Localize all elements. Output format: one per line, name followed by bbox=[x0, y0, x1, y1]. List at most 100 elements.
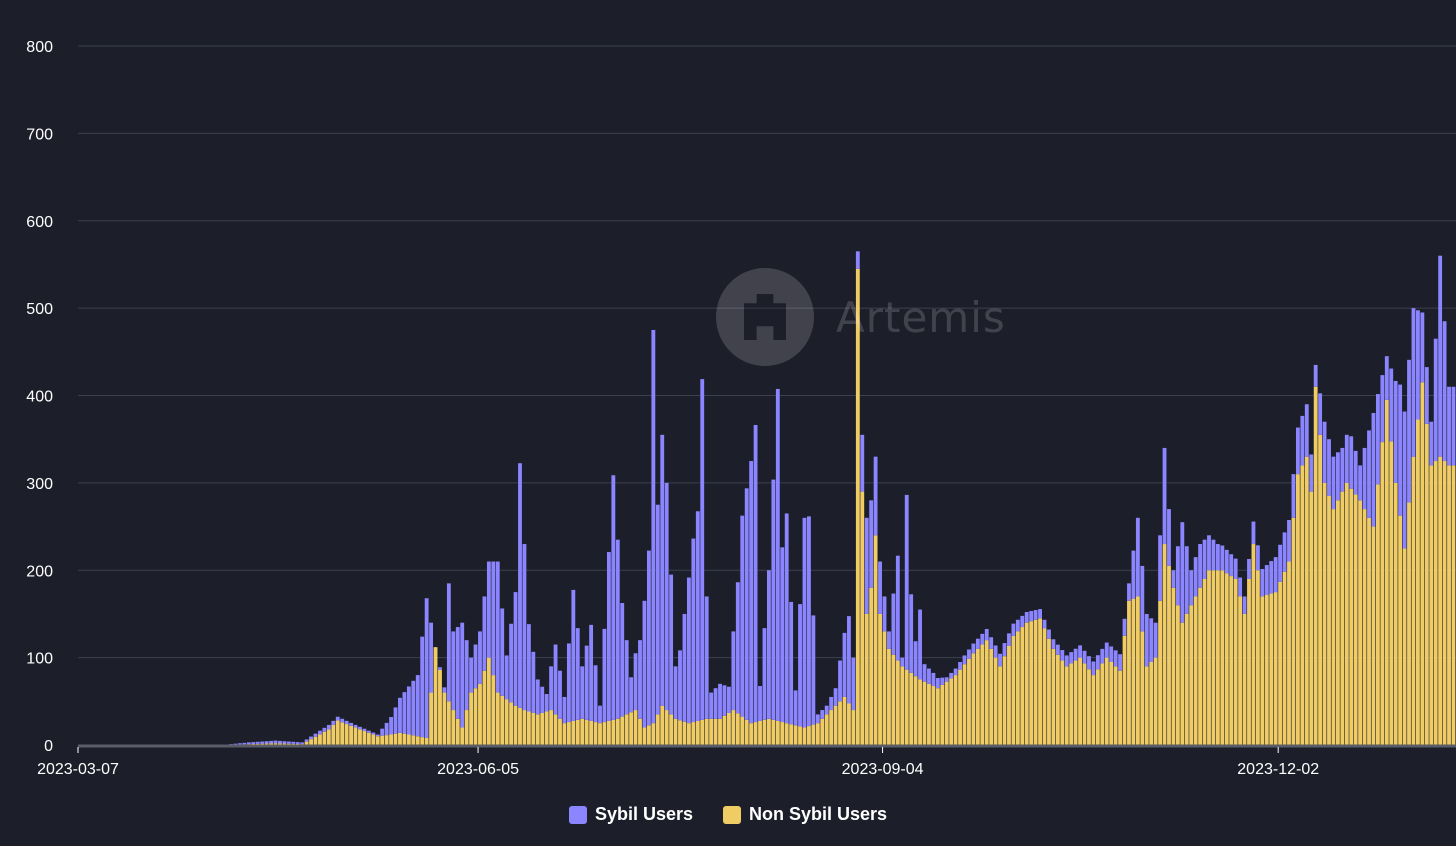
bar-non-sybil bbox=[478, 683, 482, 745]
bar-non-sybil bbox=[1198, 587, 1203, 745]
bar-non-sybil bbox=[553, 714, 558, 745]
bar-sybil bbox=[575, 628, 580, 720]
bar-non-sybil bbox=[1109, 661, 1114, 745]
bar-sybil bbox=[904, 494, 909, 670]
bar-non-sybil bbox=[491, 675, 496, 745]
bar-sybil bbox=[824, 705, 829, 715]
bar-non-sybil bbox=[1420, 382, 1425, 745]
legend-swatch-non-sybil bbox=[723, 805, 741, 824]
bar-non-sybil bbox=[1118, 670, 1123, 745]
bar-non-sybil bbox=[802, 727, 807, 745]
bar-non-sybil bbox=[789, 724, 794, 745]
bar-non-sybil bbox=[793, 725, 798, 745]
bar-non-sybil bbox=[295, 743, 300, 745]
bar-non-sybil bbox=[967, 658, 971, 745]
bar-non-sybil bbox=[1202, 578, 1207, 745]
bar-non-sybil bbox=[1158, 600, 1163, 745]
bar-sybil bbox=[740, 515, 745, 717]
bar-sybil bbox=[255, 741, 260, 744]
bar-non-sybil bbox=[455, 718, 460, 745]
bar-sybil bbox=[927, 668, 931, 684]
bar-sybil bbox=[1082, 650, 1087, 664]
bar-non-sybil bbox=[709, 718, 714, 745]
bar-non-sybil bbox=[584, 719, 589, 745]
bar-sybil bbox=[798, 604, 802, 727]
bar-sybil bbox=[1193, 557, 1198, 597]
bar-sybil bbox=[366, 730, 371, 733]
bar-non-sybil bbox=[349, 725, 353, 745]
bar-non-sybil bbox=[1055, 654, 1060, 745]
bar-sybil bbox=[1073, 648, 1078, 661]
bar-sybil bbox=[1233, 558, 1238, 579]
bar-non-sybil bbox=[1149, 661, 1154, 745]
bar-sybil bbox=[322, 727, 327, 732]
legend-item-non-sybil[interactable]: Non Sybil Users bbox=[723, 804, 887, 825]
bar-sybil bbox=[1211, 539, 1216, 571]
bar-sybil bbox=[242, 742, 247, 745]
y-tick-label: 700 bbox=[26, 126, 53, 143]
bar-sybil bbox=[504, 655, 509, 700]
bar-sybil bbox=[1424, 367, 1429, 424]
bar-sybil bbox=[993, 645, 998, 658]
bar-sybil bbox=[669, 574, 674, 715]
x-tick-label: 2023-03-07 bbox=[37, 761, 119, 778]
bar-non-sybil bbox=[398, 732, 402, 745]
bar-sybil bbox=[535, 679, 540, 715]
x-tick-label: 2023-12-02 bbox=[1237, 761, 1319, 778]
bar-sybil bbox=[1020, 615, 1025, 628]
bar-sybil bbox=[1060, 650, 1065, 661]
bar-sybil bbox=[780, 547, 785, 723]
bar-sybil bbox=[1273, 557, 1278, 593]
bar-sybil bbox=[1224, 549, 1229, 574]
bar-non-sybil bbox=[313, 736, 318, 745]
bar-sybil bbox=[371, 732, 376, 735]
bar-sybil bbox=[1122, 618, 1127, 636]
bar-sybil bbox=[1331, 456, 1336, 510]
bar-sybil bbox=[731, 631, 736, 711]
bar-sybil bbox=[1402, 411, 1407, 549]
bar-sybil bbox=[1291, 474, 1296, 518]
bar-sybil bbox=[975, 638, 980, 649]
bar-non-sybil bbox=[540, 712, 545, 745]
bar-non-sybil bbox=[402, 733, 407, 745]
bar-sybil bbox=[1300, 415, 1305, 466]
bar-sybil bbox=[1415, 310, 1420, 420]
bar-sybil bbox=[273, 740, 278, 744]
y-tick-label: 300 bbox=[26, 476, 53, 493]
bar-sybil bbox=[304, 739, 309, 742]
bar-sybil bbox=[558, 670, 562, 719]
bar-non-sybil bbox=[1104, 657, 1109, 745]
bar-non-sybil bbox=[838, 701, 842, 745]
bar-non-sybil bbox=[940, 684, 945, 745]
bar-sybil bbox=[1051, 639, 1056, 649]
bar-sybil bbox=[767, 570, 771, 719]
bar-non-sybil bbox=[580, 718, 585, 745]
bar-non-sybil bbox=[593, 722, 598, 745]
bar-non-sybil bbox=[429, 692, 434, 745]
bar-sybil bbox=[1304, 404, 1309, 457]
bar-non-sybil bbox=[358, 729, 362, 745]
bar-sybil bbox=[611, 475, 616, 720]
bar-sybil bbox=[229, 744, 233, 745]
bar-non-sybil bbox=[344, 724, 349, 745]
bar-sybil bbox=[686, 577, 691, 724]
bar-non-sybil bbox=[1251, 544, 1256, 745]
bar-non-sybil bbox=[726, 712, 731, 745]
bar-sybil bbox=[673, 666, 678, 719]
bar-sybil bbox=[540, 686, 545, 713]
bar-non-sybil bbox=[406, 734, 411, 745]
bar-sybil bbox=[878, 561, 882, 614]
bar-sybil bbox=[1229, 554, 1234, 577]
bar-sybil bbox=[1215, 544, 1220, 571]
bar-non-sybil bbox=[1438, 456, 1443, 745]
bar-sybil bbox=[958, 661, 962, 670]
bar-sybil bbox=[438, 667, 442, 670]
bar-sybil bbox=[833, 688, 838, 706]
legend-item-sybil[interactable]: Sybil Users bbox=[568, 804, 693, 825]
bar-non-sybil bbox=[958, 669, 962, 745]
bar-sybil bbox=[1238, 577, 1243, 597]
bar-sybil bbox=[1184, 546, 1189, 614]
bar-non-sybil bbox=[922, 681, 927, 745]
bar-non-sybil bbox=[629, 712, 634, 745]
bar-sybil bbox=[326, 724, 331, 730]
